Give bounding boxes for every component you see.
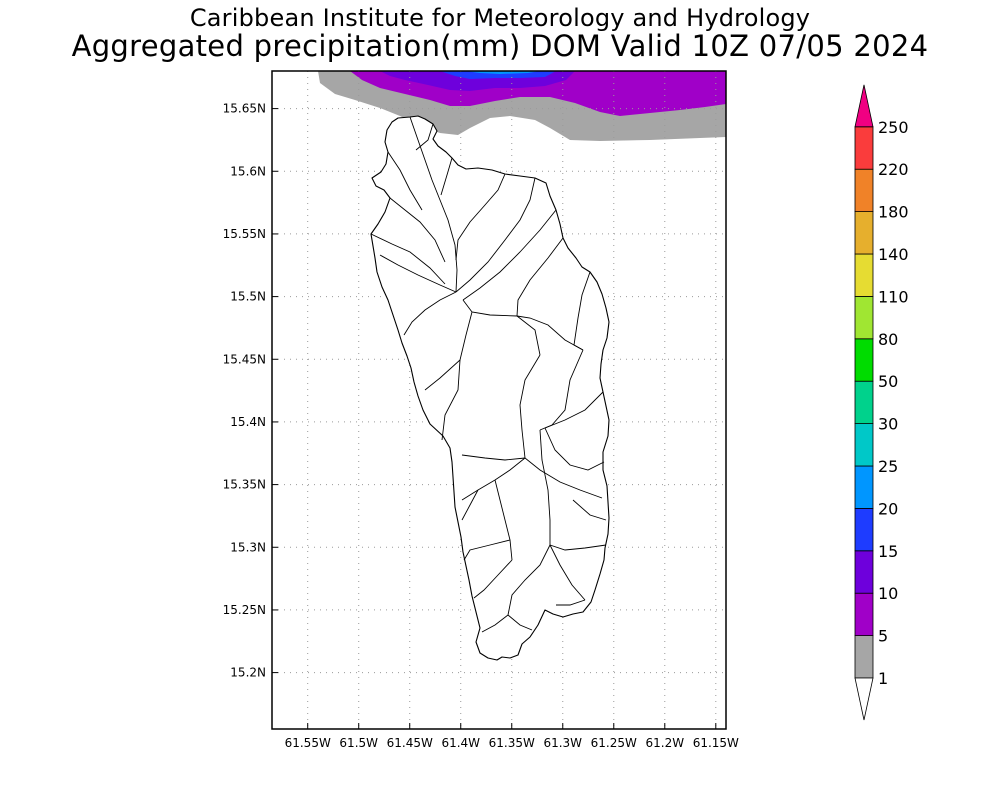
colorbar-segment — [854, 211, 874, 255]
lon-tick-label: 61.55W — [285, 736, 331, 750]
colorbar-segment — [854, 126, 874, 170]
lat-tick-label: 15.5N — [230, 290, 266, 304]
colorbar-segment — [854, 168, 874, 212]
lon-tick-label: 61.25W — [591, 736, 637, 750]
latitude-axis: 15.65N 15.6N 15.55N 15.5N 15.45N 15.4N 15.35N 1… — [223, 102, 278, 680]
lat-tick-label: 15.55N — [223, 227, 266, 241]
lon-tick-label: 61.35W — [489, 736, 535, 750]
colorbar-label: 180 — [878, 203, 909, 222]
lat-tick-label: 15.6N — [230, 164, 266, 178]
colorbar-label: 80 — [878, 330, 898, 349]
colorbar-segment — [854, 338, 874, 382]
lat-tick-label: 15.65N — [223, 102, 266, 116]
colorbar-label: 5 — [878, 627, 888, 646]
dominica-island — [370, 115, 610, 661]
colorbar-segment — [854, 592, 874, 637]
lon-tick-label: 61.3W — [543, 736, 582, 750]
lat-tick-label: 15.45N — [223, 352, 266, 366]
colorbar-label: 250 — [878, 118, 909, 137]
lat-tick-label: 15.4N — [230, 415, 266, 429]
lon-tick-label: 61.5W — [339, 736, 378, 750]
colorbar-segment — [854, 635, 874, 679]
colorbar-label: 20 — [878, 499, 898, 518]
lon-tick-label: 61.15W — [693, 736, 739, 750]
colorbar-segment — [854, 507, 874, 552]
map-frame — [271, 70, 727, 730]
colorbar-segment — [854, 465, 874, 509]
colorbar-segment — [854, 253, 874, 297]
graticule — [272, 71, 726, 729]
precipitation-field — [318, 71, 726, 141]
colorbar-label: 10 — [878, 584, 898, 603]
colorbar-max-arrow — [854, 84, 874, 128]
lon-tick-label: 61.4W — [441, 736, 480, 750]
lat-tick-label: 15.25N — [223, 603, 266, 617]
colorbar-label: 220 — [878, 160, 909, 179]
chart-title: Caribbean Institute for Meteorology and … — [189, 4, 811, 32]
lat-tick-label: 15.3N — [230, 540, 266, 554]
colorbar-label: 140 — [878, 245, 909, 264]
colorbar-segment — [854, 295, 874, 340]
lat-tick-label: 15.35N — [223, 478, 266, 492]
colorbar-label: 110 — [878, 287, 909, 306]
colorbar-label: 25 — [878, 457, 898, 476]
colorbar-label: 50 — [878, 372, 898, 391]
river-watersheds — [370, 116, 607, 633]
colorbar-label: 30 — [878, 415, 898, 434]
island-coastline — [370, 115, 610, 661]
colorbar-min-arrow — [854, 677, 874, 721]
colorbar-segment — [854, 380, 874, 425]
colorbar-label: 1 — [878, 669, 888, 688]
lon-tick-label: 61.2W — [645, 736, 684, 750]
lon-tick-label: 61.45W — [387, 736, 433, 750]
longitude-axis: 61.55W 61.5W 61.45W 61.4W 61.35W 61.3W 61.25W 6… — [285, 723, 739, 750]
colorbar-segment — [854, 423, 874, 467]
colorbar-segment — [854, 550, 874, 594]
lat-tick-label: 15.2N — [230, 666, 266, 680]
chart-subtitle: Aggregated precipitation(mm) DOM Valid 1… — [71, 29, 929, 63]
colorbar-label: 15 — [878, 542, 898, 561]
